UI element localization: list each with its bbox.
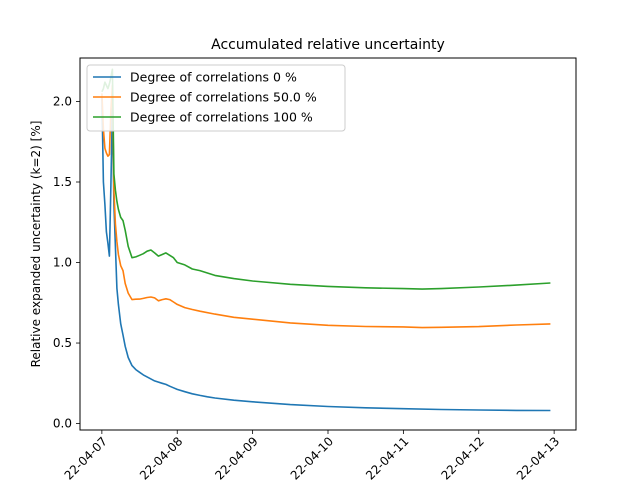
x-tick-label: 22-04-13 (514, 434, 562, 480)
y-tick-label: 2.0 (53, 94, 72, 108)
legend-box (86, 64, 346, 132)
y-axis: 0.0 0.5 1.0 1.5 2.0 (53, 94, 80, 431)
y-tick-label: 0.0 (53, 417, 72, 431)
legend-label-0: Degree of correlations 0 % (130, 70, 297, 85)
legend-label-1: Degree of correlations 50.0 % (130, 90, 317, 105)
x-tick-label: 22-04-08 (137, 434, 185, 480)
x-tick-label: 22-04-11 (363, 434, 411, 480)
x-tick-label: 22-04-10 (288, 434, 336, 480)
series-line-0 (101, 96, 551, 412)
legend-label-2: Degree of correlations 100 % (130, 110, 313, 125)
x-axis: 22-04-07 22-04-08 22-04-09 22-04-10 22-04-11… (62, 430, 562, 480)
y-tick-label: 0.5 (53, 336, 72, 350)
y-axis-label: Relative expanded uncertainty (k=2) [%] (29, 121, 43, 368)
x-tick-label: 22-04-09 (212, 434, 260, 480)
x-tick-label: 22-04-07 (62, 434, 110, 480)
chart-title: Accumulated relative uncertainty (211, 37, 445, 53)
x-tick-label: 22-04-12 (438, 434, 486, 480)
legend: Degree of correlations 0 % Degree of corr… (86, 64, 346, 132)
y-tick-label: 1.5 (53, 175, 72, 189)
y-tick-label: 1.0 (53, 256, 72, 270)
